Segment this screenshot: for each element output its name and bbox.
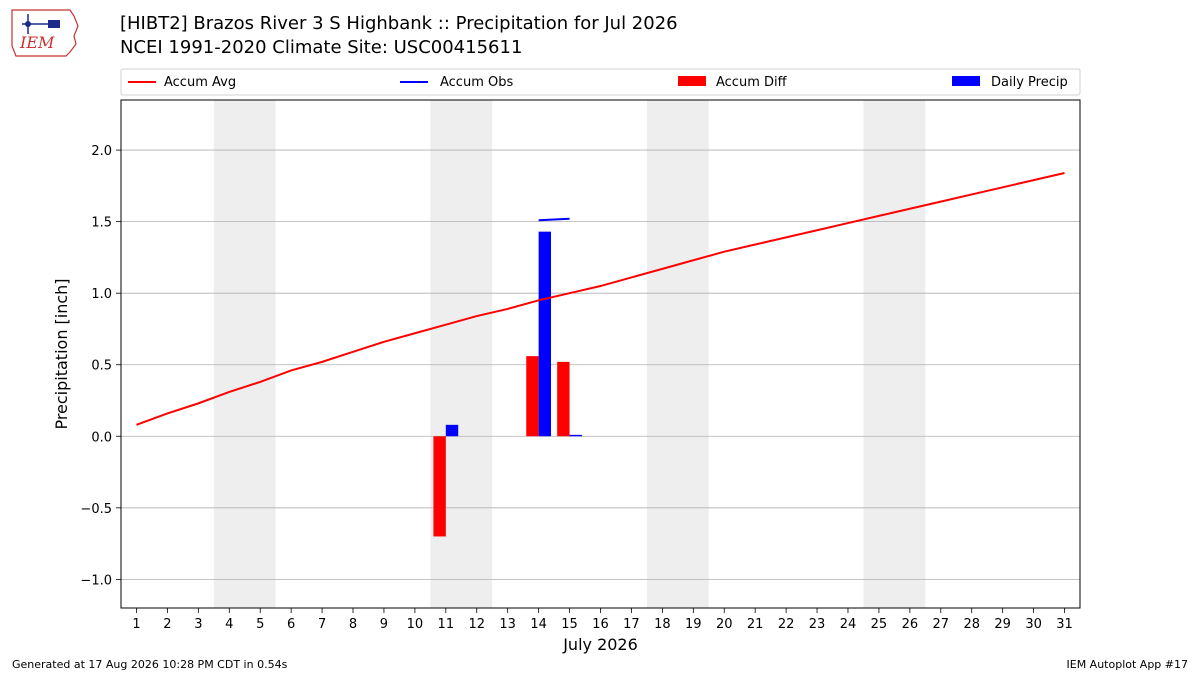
x-tick-label: 21 <box>747 617 764 632</box>
station-box-icon <box>48 20 60 28</box>
x-tick-label: 7 <box>318 617 326 632</box>
iem-logo: IEM <box>11 9 79 57</box>
x-tick-label: 4 <box>225 617 233 632</box>
x-tick-label: 14 <box>530 617 547 632</box>
legend-swatch-3 <box>952 76 980 86</box>
legend-label-3: Daily Precip <box>991 75 1068 90</box>
x-tick-label: 6 <box>287 617 295 632</box>
x-tick-label: 31 <box>1056 617 1073 632</box>
series-lines <box>136 172 1065 426</box>
legend: Accum Avg Accum Obs Accum Diff Daily Precip <box>120 68 1081 96</box>
x-tick-label: 15 <box>561 617 578 632</box>
x-tick-label: 19 <box>685 617 702 632</box>
iowa-outline-icon <box>11 9 79 57</box>
x-tick-label: 5 <box>256 617 264 632</box>
x-axis-ticks: 1 2 3 4 5 6 7 8 9 10 11 12 13 14 15 16 17 18 19 20 21 22 23 24 2… <box>132 608 1073 632</box>
x-axis-label: July 2026 <box>562 635 638 654</box>
x-tick-label: 25 <box>871 617 888 632</box>
logo-text: IEM <box>19 33 55 52</box>
y-tick-label: 2.0 <box>91 144 112 159</box>
chart-subtitle: NCEI 1991-2020 Climate Site: USC00415611 <box>120 37 523 58</box>
daily-precip-bar-day-11 <box>445 424 459 437</box>
legend-box <box>120 68 1081 96</box>
y-axis-ticks: −1.0 −0.5 0.0 0.5 1.0 1.5 2.0 <box>80 144 121 588</box>
accum-avg-line <box>136 172 1065 426</box>
x-tick-label: 24 <box>840 617 857 632</box>
x-tick-label: 26 <box>902 617 919 632</box>
accum-diff-bar-day-14 <box>526 356 539 437</box>
accum-diff-bar-day-15 <box>557 361 570 437</box>
x-tick-label: 29 <box>994 617 1011 632</box>
y-tick-label: −0.5 <box>80 502 112 517</box>
weekend-band-0 <box>213 100 276 608</box>
app-label: IEM Autoplot App #17 <box>1066 658 1189 671</box>
y-tick-label: −1.0 <box>80 573 112 588</box>
chart-title: [HIBT2] Brazos River 3 S Highbank :: Pre… <box>120 13 678 34</box>
x-tick-label: 3 <box>194 617 202 632</box>
y-tick-label: 0.5 <box>91 359 112 374</box>
x-tick-label: 17 <box>623 617 640 632</box>
weekend-shading <box>213 100 926 608</box>
x-tick-label: 28 <box>963 617 980 632</box>
generated-timestamp: Generated at 17 Aug 2026 10:28 PM CDT in… <box>12 658 288 671</box>
grid-lines <box>121 149 1080 580</box>
y-tick-label: 1.0 <box>91 287 112 302</box>
legend-swatch-2 <box>678 76 706 86</box>
x-tick-label: 12 <box>468 617 485 632</box>
x-tick-label: 30 <box>1025 617 1042 632</box>
weekend-band-2 <box>646 100 709 608</box>
x-tick-label: 11 <box>438 617 455 632</box>
daily-precip-bar-day-14 <box>538 231 552 437</box>
x-tick-label: 8 <box>349 617 357 632</box>
x-tick-label: 9 <box>380 617 388 632</box>
legend-label-0: Accum Avg <box>164 75 236 90</box>
x-tick-label: 2 <box>163 617 171 632</box>
bars <box>433 231 582 537</box>
x-tick-label: 18 <box>654 617 671 632</box>
x-tick-label: 13 <box>499 617 516 632</box>
accum-obs-line <box>538 217 570 222</box>
y-axis-label: Precipitation [inch] <box>52 278 71 429</box>
x-tick-label: 23 <box>809 617 826 632</box>
accum-diff-bar-day-11 <box>433 436 446 537</box>
daily-precip-bar-day-15 <box>569 434 582 437</box>
x-tick-label: 27 <box>933 617 950 632</box>
legend-label-1: Accum Obs <box>440 75 513 90</box>
x-tick-label: 1 <box>132 617 140 632</box>
y-tick-label: 1.5 <box>91 216 112 231</box>
x-tick-label: 10 <box>407 617 424 632</box>
y-tick-label: 0.0 <box>91 430 112 445</box>
x-tick-label: 16 <box>592 617 609 632</box>
legend-label-2: Accum Diff <box>716 75 788 90</box>
x-tick-label: 22 <box>778 617 795 632</box>
x-tick-label: 20 <box>716 617 733 632</box>
weekend-band-3 <box>863 100 926 608</box>
